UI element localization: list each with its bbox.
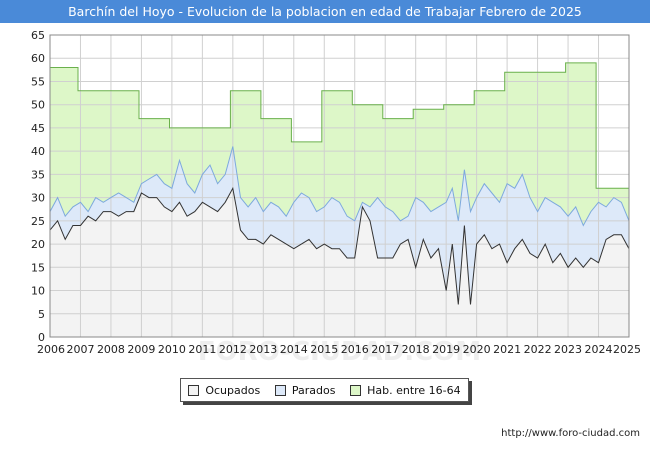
x-tick-label-18: 2024 (585, 343, 613, 356)
legend-swatch-hab (350, 384, 362, 396)
series-line-parados (49, 146, 630, 227)
x-tick-label-19: 2025 (613, 343, 641, 356)
x-tick-label-5: 2011 (188, 343, 216, 356)
x-tick-label-12: 2018 (402, 343, 430, 356)
y-tick-label-1: 5 (38, 308, 45, 321)
y-tick-label-2: 10 (31, 285, 45, 298)
legend-item-ocupados: Ocupados (188, 384, 260, 397)
y-tick-label-7: 35 (31, 168, 45, 181)
x-tick-label-10: 2016 (341, 343, 369, 356)
y-tick-label-9: 45 (31, 122, 45, 135)
plot-border (49, 34, 630, 338)
y-tick-label-11: 55 (31, 75, 45, 88)
x-tick-label-11: 2017 (371, 343, 399, 356)
series-line-hab (50, 62, 629, 189)
y-tick-label-12: 60 (31, 52, 45, 65)
y-tick-label-13: 65 (31, 29, 45, 42)
x-tick-label-13: 2019 (432, 343, 460, 356)
x-tick-label-7: 2013 (249, 343, 277, 356)
legend-swatch-ocupados (188, 384, 200, 396)
x-tick-label-3: 2009 (127, 343, 155, 356)
y-tick-label-8: 40 (31, 145, 45, 158)
legend-label-ocupados: Ocupados (205, 383, 261, 397)
y-tick-label-4: 20 (31, 238, 45, 251)
y-tick-label-6: 30 (31, 192, 45, 205)
chart-title: Barchín del Hoyo - Evolucion de la pobla… (0, 0, 650, 23)
x-tick-label-6: 2012 (219, 343, 247, 356)
legend-item-parados: Parados (274, 383, 336, 397)
x-tick-label-4: 2010 (158, 343, 186, 356)
y-tick-label-3: 15 (31, 261, 45, 274)
legend-label-hab: Hab. entre 16-64 (367, 383, 461, 397)
y-tick-label-0: 0 (38, 331, 45, 344)
x-tick-label-15: 2021 (493, 343, 521, 356)
legend-label-parados: Parados (291, 383, 336, 397)
x-tick-label-17: 2023 (554, 343, 582, 356)
source-url: http://www.foro-ciudad.com (501, 428, 640, 439)
watermark-text: FORO-CIUDAD.COM (198, 337, 481, 367)
x-tick-label-14: 2020 (463, 343, 491, 356)
chart-area: FORO-CIUDAD.COM0510152025303540455055606… (31, 29, 641, 367)
x-tick-label-2: 2008 (97, 343, 125, 356)
y-tick-label-5: 25 (31, 215, 45, 228)
legend-swatch-parados (274, 384, 286, 396)
x-tick-label-0: 2006 (37, 343, 65, 356)
legend-item-hab: Hab. entre 16-64 (350, 384, 461, 397)
series-line-ocupados (49, 186, 630, 305)
x-tick-label-8: 2014 (280, 343, 308, 356)
series-area-ocupados (50, 188, 629, 337)
x-tick-label-16: 2022 (524, 343, 552, 356)
x-tick-label-9: 2015 (310, 343, 338, 356)
x-tick-label-1: 2007 (66, 343, 94, 356)
y-tick-label-10: 50 (31, 99, 45, 112)
legend: Ocupados Parados Hab. entre 16-64 (180, 378, 469, 402)
